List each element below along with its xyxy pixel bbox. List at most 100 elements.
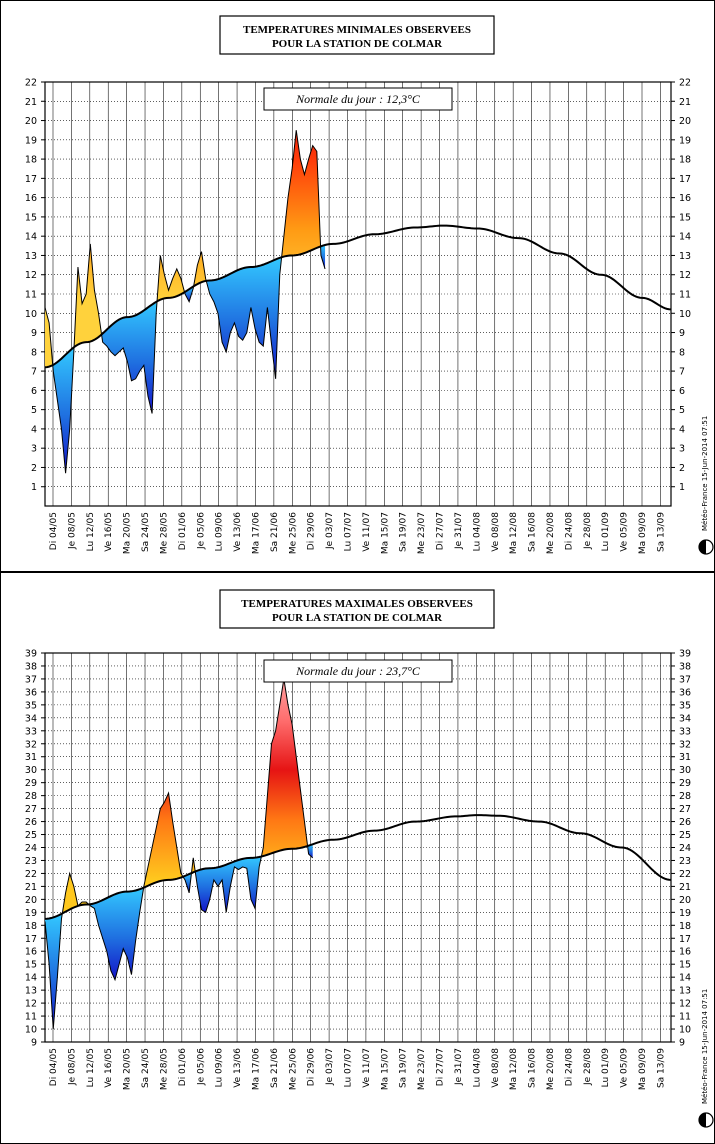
y-tick-label-right: 5 — [679, 405, 685, 416]
y-tick-label-left: 13 — [25, 251, 37, 262]
x-tick-label: Me 20/08 — [546, 1048, 556, 1090]
x-tick-label: Je 28/08 — [583, 512, 593, 550]
x-tick-label: Ma 12/08 — [509, 512, 519, 554]
x-tick-label: Sa 13/09 — [656, 1048, 666, 1088]
y-tick-label-right: 39 — [679, 649, 691, 660]
y-tick-label-left: 30 — [25, 765, 37, 776]
y-tick-label-right: 38 — [679, 661, 691, 672]
x-tick-label: Sa 16/08 — [528, 1048, 538, 1088]
x-tick-label: Di 01/06 — [178, 512, 188, 551]
y-tick-label-left: 34 — [25, 713, 37, 724]
x-tick-label: Ve 16/05 — [104, 512, 114, 552]
above-normal-area — [62, 873, 89, 914]
x-tick-label: Ve 08/08 — [491, 512, 501, 552]
x-tick-label: Je 08/05 — [67, 1048, 77, 1086]
y-tick-label-left: 4 — [31, 424, 37, 435]
y-tick-label-right: 23 — [679, 856, 691, 867]
meteo-france-logo-half — [699, 540, 706, 554]
y-tick-label-left: 10 — [25, 309, 37, 320]
above-normal-area — [157, 255, 185, 302]
x-tick-label: Je 28/08 — [583, 1048, 593, 1086]
y-tick-label-right: 31 — [679, 752, 691, 763]
y-tick-label-right: 29 — [679, 778, 691, 789]
y-tick-label-right: 11 — [679, 1012, 691, 1023]
y-tick-label-right: 16 — [679, 947, 691, 958]
plot-area: 9 9 10 10 11 11 12 12 13 13 14 14 15 15 16 16 17 17 18 18 19… — [25, 649, 714, 1128]
panel-divider — [0, 571, 715, 573]
y-tick-label-left: 23 — [25, 856, 37, 867]
y-tick-label-right: 22 — [679, 78, 691, 89]
x-tick-label: Ma 09/09 — [638, 512, 648, 554]
x-tick-label: Je 03/07 — [325, 1048, 335, 1086]
x-tick-label: Ve 16/05 — [104, 1048, 114, 1088]
y-tick-label-right: 18 — [679, 921, 691, 932]
x-tick-label: Me 28/05 — [159, 512, 169, 554]
chart-title-line1: TEMPERATURES MINIMALES OBSERVEES — [243, 24, 471, 36]
y-tick-label-left: 14 — [25, 973, 37, 984]
x-tick-label: Me 28/05 — [159, 1048, 169, 1090]
y-tick-label-left: 21 — [25, 97, 37, 108]
y-tick-label-left: 9 — [31, 328, 37, 339]
y-tick-label-left: 9 — [31, 1038, 37, 1049]
x-tick-label: Ma 12/08 — [509, 1048, 519, 1090]
y-tick-label-right: 2 — [679, 463, 685, 474]
x-tick-label: Sa 16/08 — [528, 512, 538, 552]
x-tick-label: Sa 21/06 — [270, 512, 280, 552]
y-tick-label-right: 15 — [679, 212, 691, 223]
y-tick-label-right: 10 — [679, 1025, 691, 1036]
chart-title-line2: POUR LA STATION DE COLMAR — [272, 38, 443, 50]
y-tick-label-left: 17 — [25, 934, 37, 945]
y-tick-label-left: 10 — [25, 1025, 37, 1036]
x-tick-label: Ma 17/06 — [251, 1048, 261, 1090]
y-tick-label-right: 33 — [679, 726, 691, 737]
y-tick-label-right: 32 — [679, 739, 691, 750]
below-normal-area — [45, 913, 63, 1030]
below-normal-area — [206, 257, 282, 379]
below-normal-area — [184, 286, 194, 302]
x-tick-label: Je 31/07 — [454, 512, 464, 550]
x-tick-label: Lu 01/09 — [601, 1048, 611, 1088]
y-tick-label-right: 35 — [679, 700, 691, 711]
y-tick-label-left: 18 — [25, 921, 37, 932]
x-tick-label: Di 24/08 — [564, 1048, 574, 1087]
y-tick-label-left: 19 — [25, 908, 37, 919]
chart-title-line2: POUR LA STATION DE COLMAR — [272, 612, 443, 624]
y-tick-label-right: 20 — [679, 895, 691, 906]
y-tick-label-right: 30 — [679, 765, 691, 776]
y-tick-label-right: 21 — [679, 882, 691, 893]
x-tick-label: Je 03/07 — [325, 512, 335, 550]
y-tick-label-left: 11 — [25, 1012, 37, 1023]
y-tick-label-left: 16 — [25, 193, 37, 204]
normale-box — [263, 87, 453, 111]
above-normal-area — [193, 251, 207, 287]
x-tick-label: Di 04/05 — [49, 512, 59, 550]
below-normal-area — [195, 856, 262, 913]
y-tick-label-left: 28 — [25, 791, 37, 802]
y-tick-label-right: 17 — [679, 934, 691, 945]
x-tick-label: Lu 07/07 — [344, 512, 354, 551]
y-tick-label-left: 13 — [25, 986, 37, 997]
x-tick-label: Ve 13/06 — [233, 1048, 243, 1088]
y-tick-label-left: 19 — [25, 135, 37, 146]
x-tick-label: Me 25/06 — [288, 512, 298, 554]
y-tick-label-left: 6 — [31, 386, 37, 397]
x-tick-label: Di 24/08 — [564, 512, 574, 551]
y-tick-label-left: 33 — [25, 726, 37, 737]
y-tick-label-left: 37 — [25, 674, 37, 685]
below-normal-area — [101, 301, 158, 414]
below-normal-area — [89, 887, 144, 980]
y-tick-label-left: 36 — [25, 687, 37, 698]
y-tick-label-right: 9 — [679, 328, 685, 339]
y-tick-label-left: 15 — [25, 212, 37, 223]
below-normal-area — [52, 347, 74, 474]
x-tick-label: Je 05/06 — [196, 512, 206, 550]
x-tick-label: Sa 19/07 — [399, 512, 409, 552]
y-tick-label-left: 32 — [25, 739, 37, 750]
x-tick-label: Lu 04/08 — [472, 1048, 482, 1088]
y-tick-label-left: 12 — [25, 999, 37, 1010]
y-tick-label-right: 21 — [679, 97, 691, 108]
y-tick-label-left: 20 — [25, 116, 37, 127]
x-tick-label: Je 08/05 — [67, 512, 77, 550]
